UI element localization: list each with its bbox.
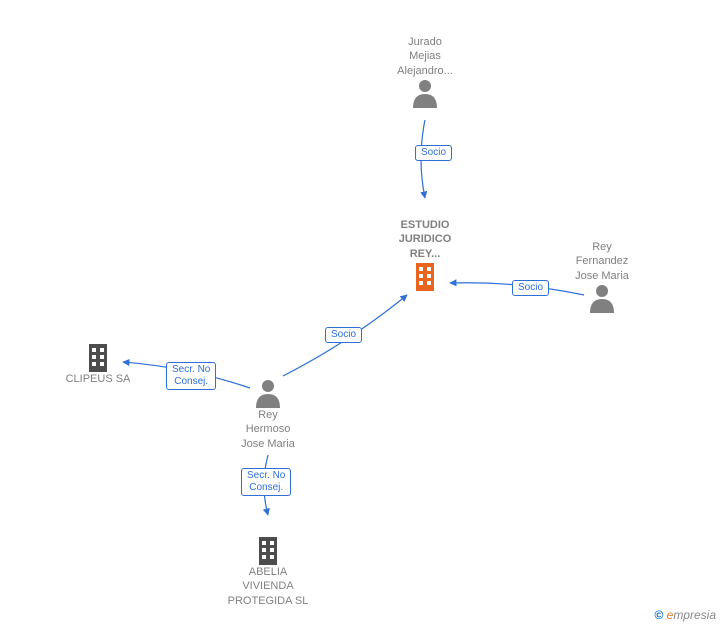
building-icon [84,342,112,372]
node-label-reyhermoso: Rey Hermoso Jose Maria [218,408,318,451]
edge-label-3: Secr. No Consej. [166,362,216,390]
node-clipeus[interactable]: CLIPEUS SA [48,342,148,386]
node-label-estudio: ESTUDIO JURIDICO REY... [375,218,475,261]
person-icon [411,78,439,108]
edge-label-1: Socio [512,280,549,296]
person-icon [254,378,282,408]
building-icon [411,261,439,291]
edge-label-4: Secr. No Consej. [241,468,291,496]
edge-label-0: Socio [415,145,452,161]
building-icon [254,535,282,565]
node-label-reyfernandez: Rey Fernandez Jose Maria [552,240,652,283]
node-jurado[interactable]: Jurado Mejias Alejandro... [375,35,475,108]
node-reyfernandez[interactable]: Rey Fernandez Jose Maria [552,240,652,313]
copyright-symbol: © [654,608,663,622]
node-abelia[interactable]: ABELIA VIVIENDA PROTEGIDA SL [218,535,318,608]
copyright-credit: © empresia [654,608,716,622]
node-label-clipeus: CLIPEUS SA [48,372,148,386]
node-estudio[interactable]: ESTUDIO JURIDICO REY... [375,218,475,291]
node-reyhermoso[interactable]: Rey Hermoso Jose Maria [218,378,318,451]
node-label-jurado: Jurado Mejias Alejandro... [375,35,475,78]
edges-layer [0,0,728,630]
node-label-abelia: ABELIA VIVIENDA PROTEGIDA SL [218,565,318,608]
edge-label-2: Socio [325,327,362,343]
person-icon [588,283,616,313]
brand-rest: mpresia [673,608,716,622]
